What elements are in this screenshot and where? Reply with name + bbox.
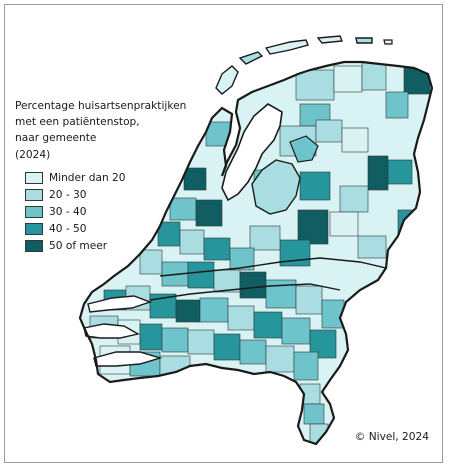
legend-item-50-of-meer: 50 of meer bbox=[25, 239, 107, 253]
legend-swatch bbox=[25, 206, 43, 218]
legend-item-30-40: 30 - 40 bbox=[25, 205, 87, 219]
legend-title-line-3: naar gemeente bbox=[15, 132, 97, 145]
legend-swatch bbox=[25, 223, 43, 235]
flevoland-polder bbox=[251, 159, 301, 215]
ijsselmeer-water bbox=[221, 103, 283, 202]
vlieland-island bbox=[238, 51, 264, 65]
legend-label: Minder dan 20 bbox=[49, 172, 126, 184]
legend-title-line-4: (2024) bbox=[15, 148, 51, 161]
copyright-credit: © Nivel, 2024 bbox=[354, 431, 429, 443]
noordoostpolder bbox=[289, 135, 319, 163]
legend-swatch bbox=[25, 189, 43, 201]
westerschelde-water bbox=[93, 351, 163, 367]
municipality-polygons bbox=[89, 62, 431, 444]
haringvliet-water bbox=[87, 295, 153, 313]
schiermonnikoog-island bbox=[355, 37, 373, 44]
ameland-island bbox=[316, 35, 343, 44]
legend-title-line-2: met een patiëntenstop, bbox=[15, 116, 140, 129]
legend-item-minder-dan-20: Minder dan 20 bbox=[25, 171, 126, 185]
legend-title-line-1: Percentage huisartsenpraktijken bbox=[15, 100, 187, 112]
legend-label: 20 - 30 bbox=[49, 189, 87, 201]
rottumeroog-island bbox=[383, 39, 393, 45]
legend-label: 30 - 40 bbox=[49, 206, 87, 218]
texel-island bbox=[215, 65, 239, 95]
legend-item-20-30: 20 - 30 bbox=[25, 188, 87, 202]
legend-label: 50 of meer bbox=[49, 240, 108, 252]
legend-label: 40 - 50 bbox=[49, 223, 87, 235]
river-lines bbox=[149, 257, 387, 301]
legend-swatch bbox=[25, 240, 43, 252]
terschelling-island bbox=[264, 39, 309, 55]
legend-item-40-50: 40 - 50 bbox=[25, 222, 87, 236]
legend-title: Percentage huisartsenpraktijken met een … bbox=[15, 98, 225, 163]
legend-swatch bbox=[25, 172, 43, 184]
